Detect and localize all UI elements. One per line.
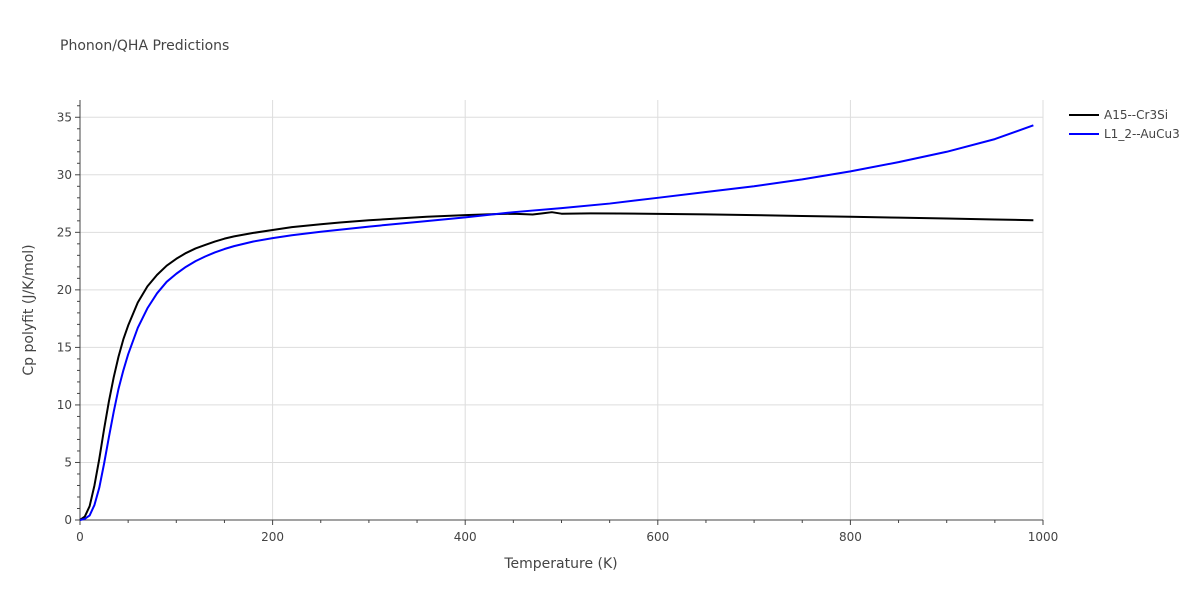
y-tick-label: 5 — [64, 455, 72, 469]
x-axis-title: Temperature (K) — [503, 556, 617, 572]
x-axis-ticks: 0 200 400 600 800 1000 — [76, 530, 1058, 544]
x-tick-label: 200 — [261, 530, 284, 544]
y-tick-label: 30 — [57, 168, 72, 182]
y-tick-label: 0 — [64, 513, 72, 527]
x-tick-label: 600 — [646, 530, 669, 544]
x-tick-label: 400 — [454, 530, 477, 544]
y-axis-ticks: 0 5 10 15 20 25 30 35 — [57, 110, 72, 527]
y-tick-label: 15 — [57, 340, 72, 354]
axes — [75, 100, 1044, 525]
y-axis-title: Cp polyfit (J/K/mol) — [21, 244, 37, 375]
legend[interactable]: A15--Cr3Si L1_2--AuCu3 — [1069, 108, 1180, 141]
y-tick-label: 20 — [57, 283, 72, 297]
series-lines — [79, 124, 1034, 521]
x-tick-label: 800 — [839, 530, 862, 544]
y-tick-label: 10 — [57, 398, 72, 412]
y-tick-label: 25 — [57, 225, 72, 239]
series-line-1 — [79, 211, 1034, 521]
x-tick-label: 1000 — [1028, 530, 1059, 544]
legend-label: A15--Cr3Si — [1104, 108, 1168, 122]
legend-item-1[interactable]: A15--Cr3Si — [1069, 108, 1168, 122]
legend-item-2[interactable]: L1_2--AuCu3 — [1069, 127, 1180, 141]
x-tick-label: 0 — [76, 530, 84, 544]
legend-label: L1_2--AuCu3 — [1104, 127, 1180, 141]
grid — [80, 100, 1044, 520]
chart-title: Phonon/QHA Predictions — [60, 38, 229, 54]
y-tick-label: 35 — [57, 110, 72, 124]
series-line-2 — [79, 124, 1034, 521]
